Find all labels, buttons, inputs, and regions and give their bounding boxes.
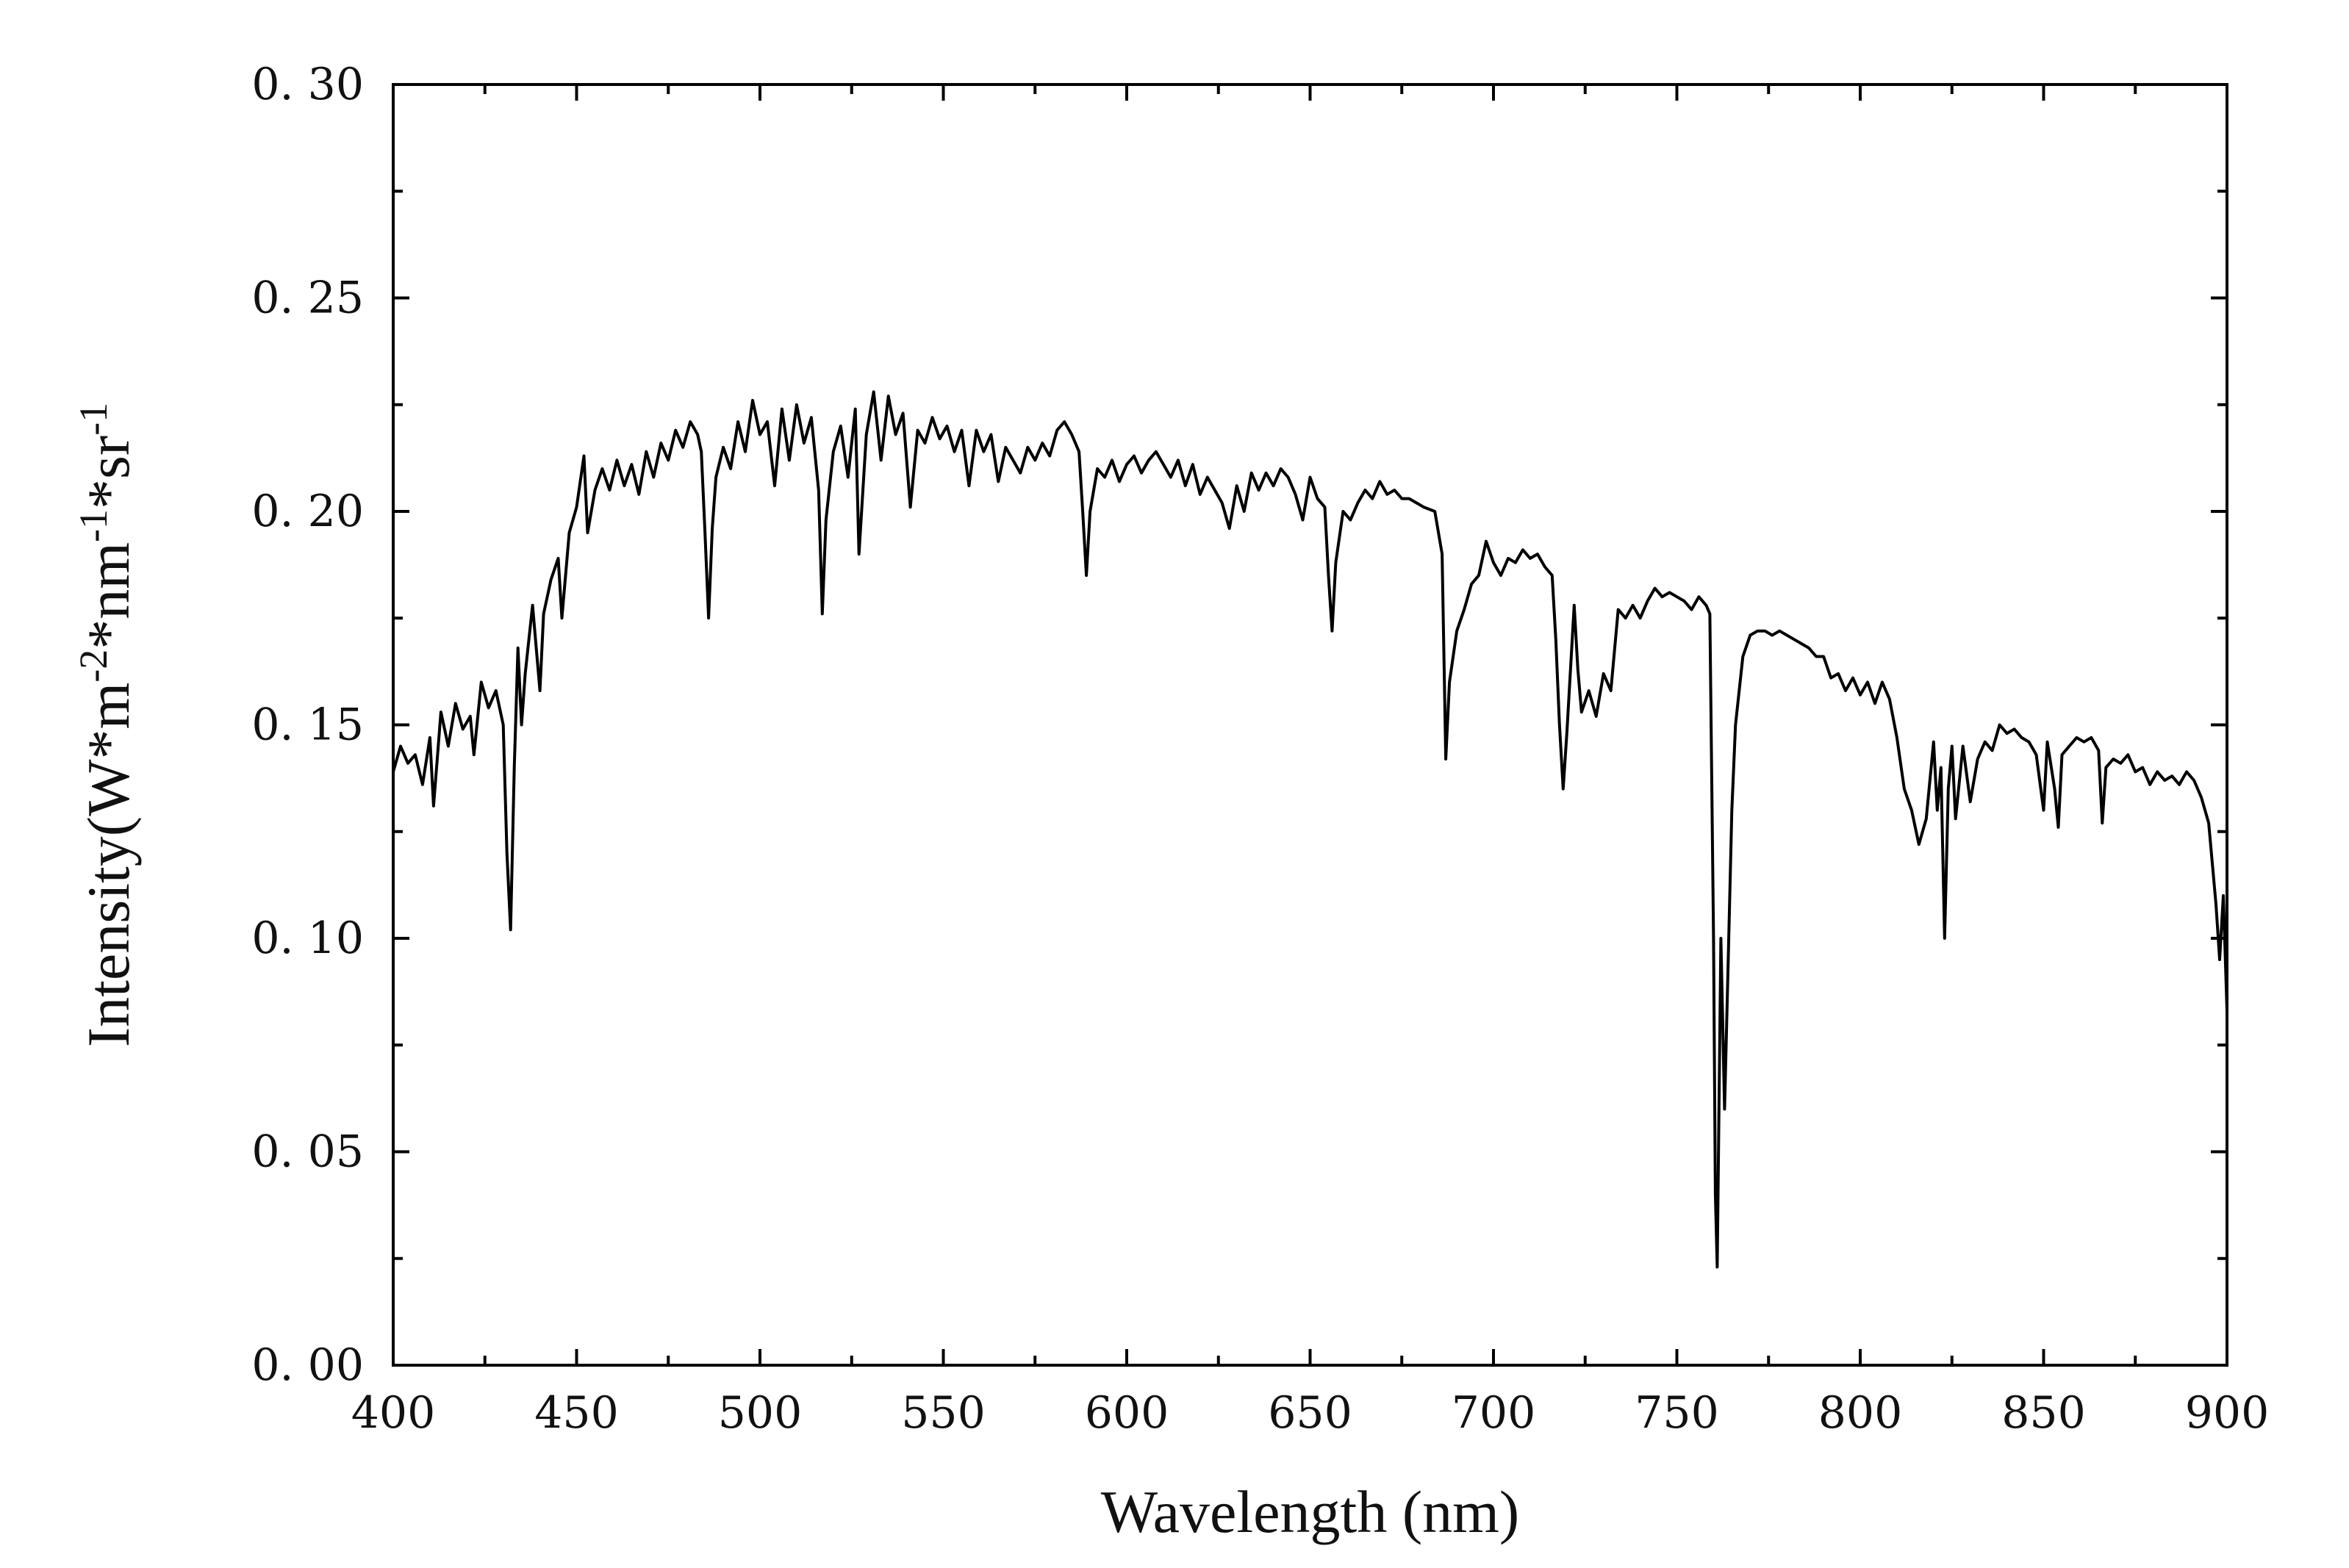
y-tick-label: 0. 15 <box>251 700 364 751</box>
x-tick-label: 800 <box>1818 1387 1903 1439</box>
x-tick-label: 850 <box>2001 1387 2086 1439</box>
x-tick-label: 550 <box>901 1387 986 1439</box>
x-tick-label: 600 <box>1085 1387 1169 1439</box>
x-tick-label: 400 <box>351 1387 436 1439</box>
x-tick-label: 500 <box>718 1387 803 1439</box>
plot-frame <box>392 83 2228 1367</box>
x-tick-label: 450 <box>534 1387 619 1439</box>
y-axis-title-superscript: -1 <box>71 509 115 542</box>
y-axis-title-text: *sr <box>75 436 142 509</box>
x-tick-label: 700 <box>1452 1387 1536 1439</box>
y-tick-label: 0. 20 <box>251 486 364 537</box>
y-axis-title-text: *nm <box>75 542 142 650</box>
y-tick-label: 0. 25 <box>251 273 364 324</box>
x-tick-label: 650 <box>1268 1387 1352 1439</box>
x-tick-label: 900 <box>2185 1387 2270 1439</box>
y-tick-label: 0. 30 <box>251 59 364 110</box>
y-tick-label: 0. 10 <box>251 913 364 964</box>
y-axis-title-text: Intensity(W*m <box>75 683 142 1047</box>
x-axis-title: Wavelength (nm) <box>1101 1478 1519 1545</box>
spectrum-series-line <box>392 390 2228 1269</box>
y-axis-title: Intensity(W*m-2*nm-1*sr-1 <box>71 403 142 1047</box>
y-axis-title-superscript: -1 <box>71 403 115 436</box>
x-tick-labels: 400 450 500 550 600 650 700 750 800 850 900 <box>351 1387 2270 1439</box>
axis-ticks <box>392 83 2228 1367</box>
y-axis-title-superscript: -2 <box>71 650 115 683</box>
x-tick-label: 750 <box>1635 1387 1719 1439</box>
y-tick-labels: 0. 00 0. 05 0. 10 0. 15 0. 20 0. 25 0. 30 <box>251 59 364 1391</box>
y-tick-label: 0. 00 <box>251 1339 364 1391</box>
y-tick-label: 0. 05 <box>251 1126 364 1178</box>
